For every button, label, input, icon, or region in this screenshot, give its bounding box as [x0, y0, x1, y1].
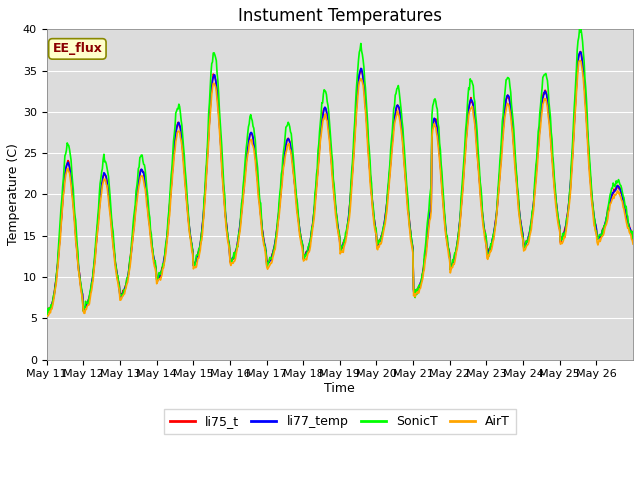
AirT	[576, 58, 584, 63]
AirT	[629, 241, 637, 247]
li75_t	[629, 237, 637, 242]
AirT	[112, 269, 120, 275]
X-axis label: Time: Time	[324, 382, 355, 395]
li75_t	[112, 264, 120, 270]
Line: AirT: AirT	[47, 60, 633, 316]
SonicT	[111, 261, 119, 266]
SonicT	[401, 148, 408, 154]
li75_t	[577, 48, 584, 54]
li75_t	[249, 134, 257, 140]
SonicT	[271, 244, 278, 250]
li75_t	[271, 239, 279, 244]
SonicT	[576, 26, 584, 32]
li75_t	[401, 168, 409, 174]
AirT	[43, 313, 51, 319]
AirT	[220, 198, 228, 204]
Y-axis label: Temperature (C): Temperature (C)	[7, 144, 20, 245]
SonicT	[629, 237, 637, 242]
AirT	[271, 246, 279, 252]
li77_temp	[44, 310, 51, 315]
li75_t	[43, 308, 51, 314]
AirT	[249, 143, 257, 149]
li77_temp	[434, 134, 442, 140]
SonicT	[220, 170, 227, 176]
li77_temp	[112, 266, 120, 272]
li77_temp	[220, 192, 228, 197]
Legend: li75_t, li77_temp, SonicT, AirT: li75_t, li77_temp, SonicT, AirT	[163, 409, 516, 434]
li77_temp	[43, 309, 51, 314]
li77_temp	[577, 49, 584, 55]
SonicT	[248, 118, 256, 123]
SonicT	[433, 107, 441, 112]
AirT	[401, 174, 409, 180]
li77_temp	[249, 135, 257, 141]
li77_temp	[401, 169, 409, 175]
Line: SonicT: SonicT	[47, 29, 633, 316]
li77_temp	[629, 238, 637, 243]
SonicT	[43, 313, 51, 319]
AirT	[434, 142, 442, 147]
AirT	[44, 313, 51, 319]
Line: li75_t: li75_t	[47, 51, 633, 312]
li75_t	[44, 309, 51, 315]
Line: li77_temp: li77_temp	[47, 52, 633, 312]
Text: EE_flux: EE_flux	[52, 42, 102, 55]
Title: Instument Temperatures: Instument Temperatures	[238, 7, 442, 25]
li77_temp	[271, 239, 279, 245]
li75_t	[220, 193, 228, 199]
li75_t	[434, 135, 442, 141]
